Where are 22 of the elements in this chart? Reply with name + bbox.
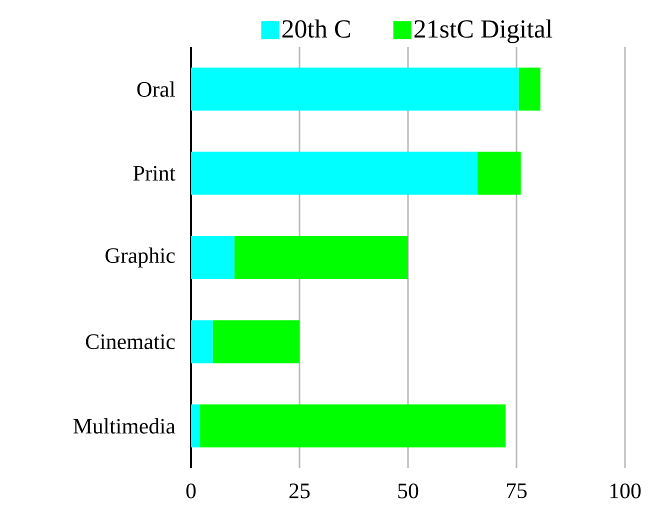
bar xyxy=(477,152,521,195)
bar xyxy=(191,404,200,448)
bar xyxy=(518,68,540,111)
bar xyxy=(191,152,478,195)
x-tick-label: 75 xyxy=(506,484,527,498)
bar xyxy=(191,236,234,279)
bar xyxy=(212,320,300,364)
y-tick-label: Multimedia xyxy=(73,418,176,434)
y-tick-label: Oral xyxy=(137,81,176,97)
y-tick-label: Cinematic xyxy=(86,334,175,350)
x-tick-label: 0 xyxy=(186,484,196,498)
y-tick-label: Graphic xyxy=(106,248,175,268)
legend-label: 21stC Digital xyxy=(414,19,552,44)
x-tick-label: 25 xyxy=(289,484,310,498)
bar xyxy=(234,236,408,279)
legend-label: 20th C xyxy=(282,19,350,38)
x-tick-label: 50 xyxy=(398,484,418,498)
y-tick-label: Print xyxy=(133,166,176,181)
bar xyxy=(200,404,506,448)
x-tick-label: 100 xyxy=(610,484,641,498)
bar xyxy=(191,68,519,111)
bar xyxy=(191,320,213,364)
